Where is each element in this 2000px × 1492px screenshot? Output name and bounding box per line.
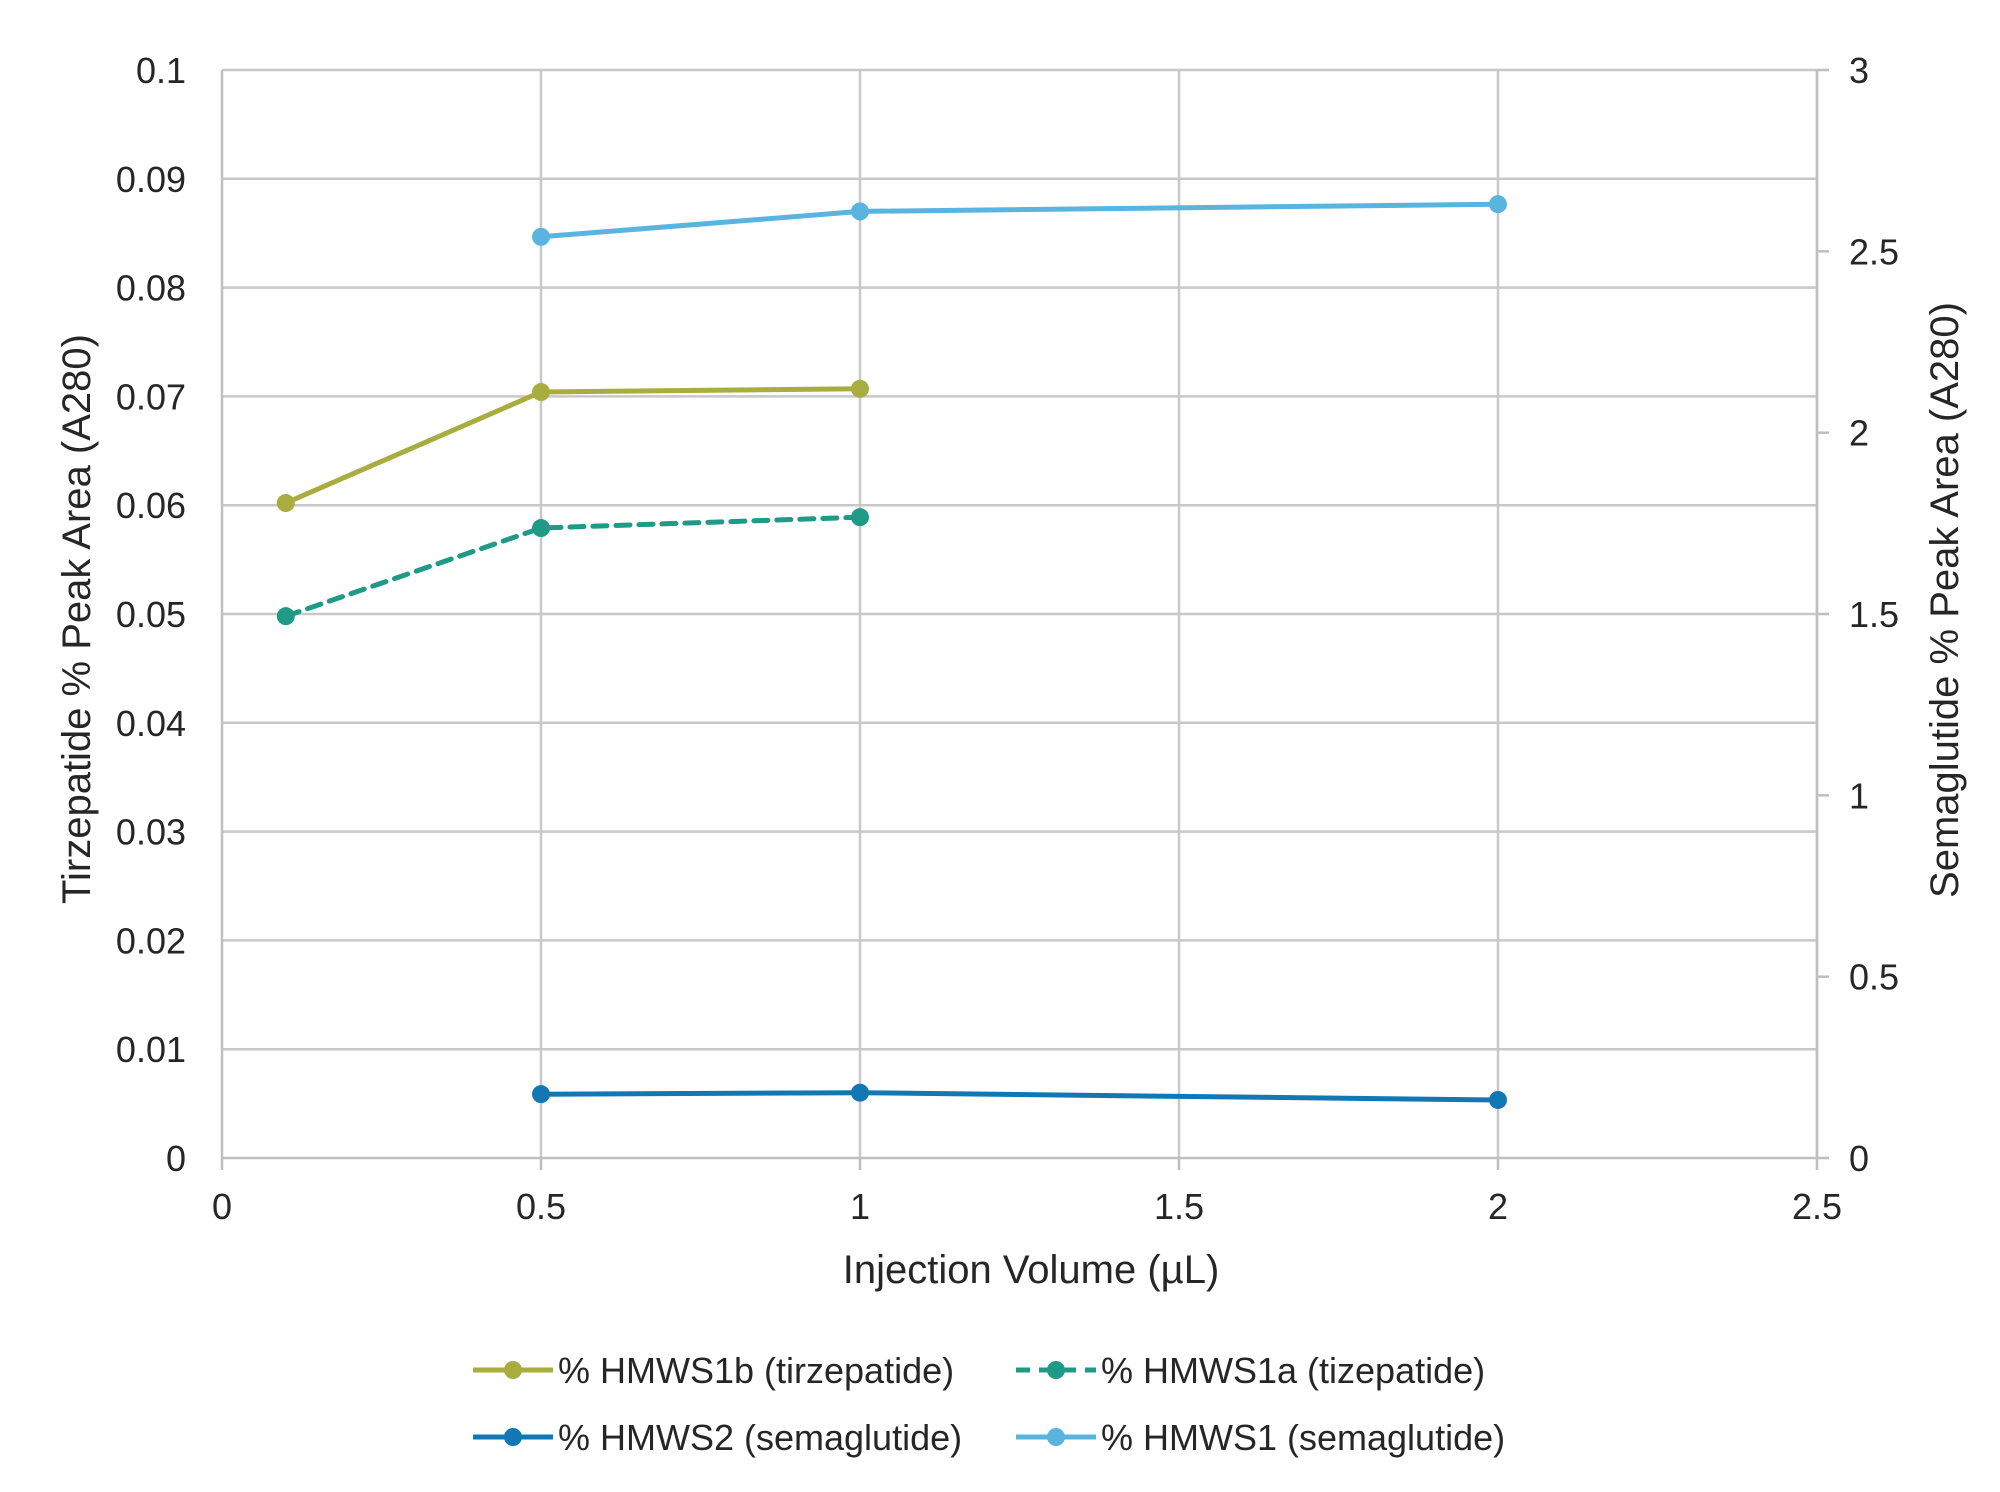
legend: % HMWS1b (tirzepatide) % HMWS1a (tizepati… bbox=[473, 1350, 1505, 1458]
data-point bbox=[276, 607, 295, 626]
data-point bbox=[851, 508, 869, 527]
y-left-tick-label: 0.05 bbox=[116, 594, 186, 635]
y-left-tick-label: 0.08 bbox=[116, 268, 186, 309]
series-line-1 bbox=[283, 386, 863, 506]
y-right-tick-label: 0.5 bbox=[1849, 957, 1899, 998]
legend-label: % HMWS2 (semaglutide) bbox=[558, 1417, 962, 1458]
x-tick-label: 1 bbox=[850, 1186, 870, 1227]
data-point bbox=[1489, 1090, 1507, 1109]
data-point bbox=[1489, 195, 1507, 214]
y-left-tick-label: 0.09 bbox=[116, 159, 186, 200]
legend-swatch-marker bbox=[504, 1428, 522, 1446]
data-point bbox=[851, 202, 869, 221]
plot-frame bbox=[220, 68, 1829, 1170]
y-left-tick-label: 0.1 bbox=[136, 50, 186, 91]
y-axis-right-title: Semaglutide % Peak Area (A280) bbox=[1923, 302, 1967, 898]
series bbox=[276, 195, 1507, 1109]
legend-item: % HMWS1 (semaglutide) bbox=[1016, 1417, 1505, 1458]
y-right-tick-label: 2.5 bbox=[1849, 231, 1899, 272]
grid bbox=[222, 68, 1819, 1158]
tick-labels: 0 0.01 0.02 0.03 0.04 0.05 0.06 0.07 0.08 0.09 0.1… bbox=[116, 50, 1899, 1227]
x-tick-label: 2 bbox=[1488, 1186, 1508, 1227]
legend-swatch-marker bbox=[504, 1361, 522, 1379]
y-right-tick-label: 0 bbox=[1849, 1138, 1869, 1179]
y-left-tick-label: 0.03 bbox=[116, 812, 186, 853]
x-tick-label: 1.5 bbox=[1154, 1186, 1204, 1227]
legend-label: % HMWS1 (semaglutide) bbox=[1101, 1417, 1505, 1458]
x-tick-label: 0.5 bbox=[516, 1186, 566, 1227]
legend-label: % HMWS1b (tirzepatide) bbox=[558, 1350, 954, 1391]
data-point bbox=[851, 1083, 869, 1102]
y-left-tick-label: 0.04 bbox=[116, 703, 186, 744]
series-line-3 bbox=[538, 1090, 1501, 1103]
legend-item: % HMWS2 (semaglutide) bbox=[473, 1417, 962, 1458]
x-axis-title: Injection Volume (µL) bbox=[843, 1248, 1220, 1292]
y-left-tick-label: 0.01 bbox=[116, 1029, 186, 1070]
y-right-tick-label: 1 bbox=[1849, 775, 1869, 816]
y-left-tick-label: 0.02 bbox=[116, 920, 186, 961]
data-point bbox=[532, 227, 550, 246]
y-left-tick-label: 0.07 bbox=[116, 376, 186, 417]
y-left-tick-label: 0.06 bbox=[116, 485, 186, 526]
series-line-2 bbox=[283, 514, 863, 619]
data-point bbox=[851, 379, 869, 398]
x-tick-label: 0 bbox=[212, 1186, 232, 1227]
y-right-tick-label: 2 bbox=[1849, 413, 1869, 454]
legend-swatch-marker bbox=[1047, 1428, 1065, 1446]
data-point bbox=[532, 383, 550, 402]
legend-swatch-marker bbox=[1047, 1361, 1065, 1379]
data-point bbox=[532, 519, 550, 538]
x-tick-label: 2.5 bbox=[1792, 1186, 1842, 1227]
legend-item: % HMWS1a (tizepatide) bbox=[1016, 1350, 1485, 1391]
y-right-tick-label: 1.5 bbox=[1849, 594, 1899, 635]
y-right-tick-label: 3 bbox=[1849, 50, 1869, 91]
data-point bbox=[532, 1085, 550, 1104]
legend-item: % HMWS1b (tirzepatide) bbox=[473, 1350, 954, 1391]
y-left-tick-label: 0 bbox=[166, 1138, 186, 1179]
data-point bbox=[276, 494, 295, 513]
y-axis-left-title: Tirzepatide % Peak Area (A280) bbox=[55, 334, 99, 904]
legend-label: % HMWS1a (tizepatide) bbox=[1101, 1350, 1485, 1391]
series-line-4 bbox=[538, 201, 1501, 240]
